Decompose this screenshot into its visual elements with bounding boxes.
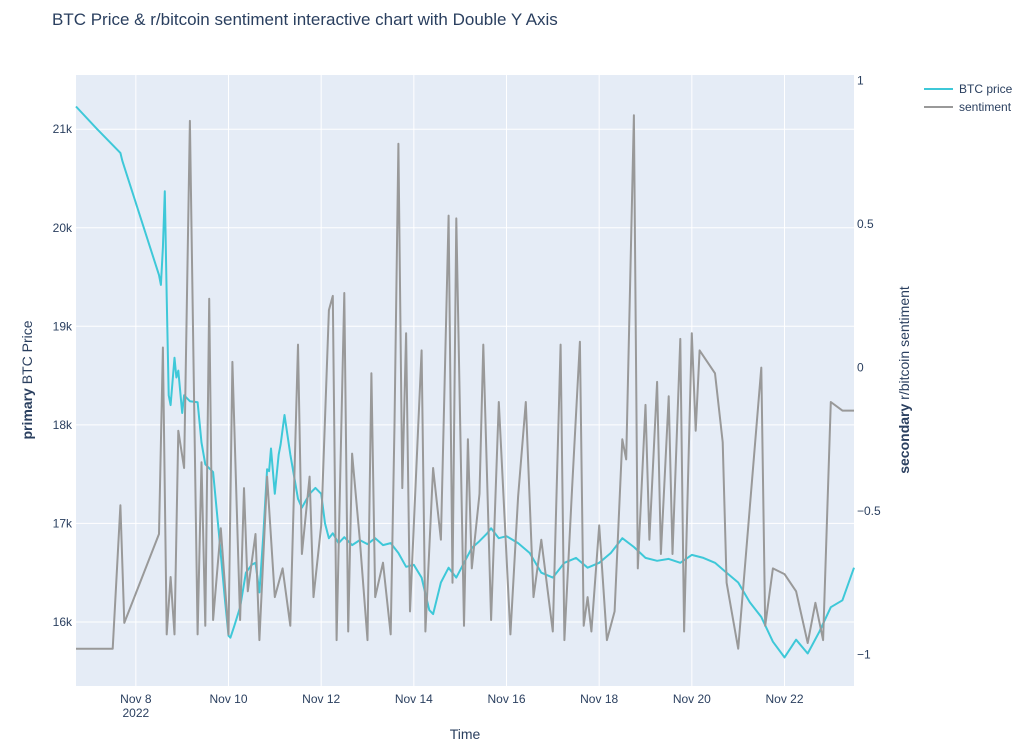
- series-layer: [75, 105, 855, 659]
- x-tick-label: Nov 8: [120, 692, 152, 706]
- legend-label-sentiment: sentiment: [959, 100, 1012, 114]
- primary-y-axis-title: primary BTC Price: [19, 320, 35, 439]
- x-tick-sublabel: 2022: [122, 706, 149, 720]
- primary-y-tick-label: 19k: [53, 319, 73, 333]
- legend-item-btc-price[interactable]: BTC price: [924, 82, 1013, 96]
- primary-y-tick-label: 21k: [53, 122, 73, 136]
- secondary-y-axis-title: secondary r/bitcoin sentiment: [896, 286, 912, 474]
- legend: BTC price sentiment: [924, 82, 1013, 114]
- legend-item-sentiment[interactable]: sentiment: [924, 100, 1012, 114]
- primary-y-tick-label: 20k: [53, 221, 73, 235]
- secondary-y-axis-title-rest: r/bitcoin sentiment: [896, 286, 912, 400]
- x-tick-label: Nov 12: [302, 692, 340, 706]
- x-axis-title: Time: [450, 726, 481, 742]
- chart-title: BTC Price & r/bitcoin sentiment interact…: [52, 10, 558, 29]
- x-tick-label: Nov 20: [673, 692, 711, 706]
- primary-y-tick-label: 17k: [53, 516, 73, 530]
- legend-label-btc-price: BTC price: [959, 82, 1013, 96]
- secondary-y-axis-title-bold: secondary: [896, 404, 912, 474]
- secondary-y-tick-label: 1: [857, 74, 864, 88]
- secondary-y-tick-label: −0.5: [857, 504, 881, 518]
- x-tick-label: Nov 22: [765, 692, 803, 706]
- secondary-y-tick-label: −1: [857, 647, 871, 661]
- x-tick-label: Nov 10: [209, 692, 247, 706]
- primary-y-axis-title-bold: primary: [19, 388, 35, 440]
- x-gridlines: [135, 75, 786, 686]
- primary-y-tick-label: 16k: [53, 615, 73, 629]
- series-line-btc-price[interactable]: [75, 105, 855, 659]
- series-line-sentiment[interactable]: [76, 114, 854, 650]
- primary-y-axis-title-rest: BTC Price: [19, 320, 35, 384]
- x-tick-label: Nov 14: [395, 692, 433, 706]
- x-tick-label: Nov 16: [487, 692, 525, 706]
- x-tick-label: Nov 18: [580, 692, 618, 706]
- secondary-y-tick-label: 0: [857, 361, 864, 375]
- secondary-y-tick-label: 0.5: [857, 217, 874, 231]
- primary-y-tick-label: 18k: [53, 418, 73, 432]
- secondary-y-axis-ticks: 1 0.5 0 −0.5 −1: [857, 74, 881, 662]
- primary-y-axis-ticks: 16k 17k 18k 19k 20k 21k: [53, 122, 73, 629]
